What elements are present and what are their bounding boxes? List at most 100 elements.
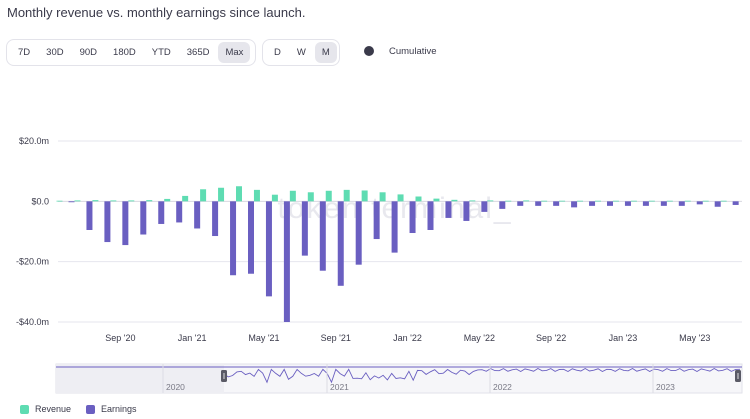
earnings-bar[interactable] (481, 201, 488, 212)
legend-item-revenue[interactable]: Revenue (20, 404, 71, 414)
revenue-bar[interactable] (110, 200, 117, 202)
earnings-bar[interactable] (248, 201, 254, 274)
earnings-bar[interactable] (391, 201, 398, 253)
range-button-max[interactable]: Max (218, 42, 251, 63)
earnings-bar[interactable] (678, 201, 685, 206)
revenue-bar[interactable] (56, 200, 63, 202)
earnings-bar[interactable] (499, 201, 506, 209)
revenue-bar[interactable] (253, 189, 260, 202)
revenue-bar[interactable] (218, 187, 225, 202)
revenue-bar[interactable] (433, 198, 440, 202)
cumulative-toggle[interactable] (364, 46, 380, 56)
revenue-bar[interactable] (271, 194, 278, 202)
earnings-bar[interactable] (104, 201, 111, 243)
earnings-bar[interactable] (373, 201, 380, 240)
revenue-bar[interactable] (325, 190, 332, 202)
x-tick-label: Jan '22 (393, 333, 422, 343)
earnings-bar[interactable] (337, 201, 344, 286)
revenue-bar[interactable] (236, 186, 242, 202)
revenue-bar[interactable] (559, 200, 566, 202)
revenue-bar[interactable] (397, 194, 404, 202)
revenue-bar[interactable] (702, 200, 709, 202)
navigator-year-label: 2021 (330, 382, 349, 392)
chart-title: Monthly revenue vs. monthly earnings sin… (7, 5, 306, 20)
earnings-bar[interactable] (409, 201, 416, 234)
toggle-knob-icon (364, 46, 374, 56)
range-button-90d[interactable]: 90D (79, 47, 98, 58)
earnings-bar[interactable] (624, 201, 631, 206)
earnings-bar[interactable] (230, 201, 237, 276)
earnings-bar[interactable] (732, 201, 739, 205)
revenue-bar[interactable] (469, 200, 476, 202)
legend-item-earnings[interactable]: Earnings (86, 404, 137, 414)
earnings-bar[interactable] (696, 201, 703, 205)
revenue-bar[interactable] (684, 200, 691, 202)
revenue-bar[interactable] (523, 200, 530, 202)
revenue-bar[interactable] (630, 200, 637, 202)
revenue-bar[interactable] (451, 199, 458, 202)
earnings-bar[interactable] (212, 201, 219, 237)
earnings-bar[interactable] (122, 201, 129, 246)
earnings-bar[interactable] (589, 201, 596, 206)
earnings-bar[interactable] (607, 201, 613, 206)
earnings-bar[interactable] (427, 201, 434, 230)
revenue-bar[interactable] (415, 196, 422, 202)
earnings-bar[interactable] (86, 201, 93, 230)
revenue-bar[interactable] (595, 200, 601, 202)
y-tick-label: $0.0 (31, 196, 49, 206)
range-button-7d[interactable]: 7D (18, 47, 31, 58)
revenue-bar[interactable] (648, 200, 655, 202)
revenue-bar[interactable] (200, 189, 207, 202)
earnings-bar[interactable] (660, 201, 667, 206)
revenue-bar[interactable] (577, 200, 584, 202)
earnings-bar[interactable] (176, 201, 183, 223)
earnings-bar[interactable] (714, 201, 721, 207)
revenue-bar[interactable] (666, 200, 673, 202)
revenue-bar[interactable] (379, 192, 386, 202)
revenue-bar[interactable] (612, 200, 619, 202)
range-button-30d[interactable]: 30D (46, 47, 64, 58)
earnings-bar[interactable] (642, 201, 649, 206)
earnings-bar[interactable] (301, 201, 308, 256)
earnings-bar[interactable] (283, 201, 290, 322)
earnings-bar[interactable] (445, 201, 452, 218)
revenue-bar[interactable] (343, 189, 350, 202)
earnings-bar[interactable] (140, 201, 147, 235)
earnings-bar[interactable] (553, 201, 560, 206)
navigator-series-line (223, 367, 741, 384)
interval-button-m[interactable]: M (314, 42, 337, 63)
legend-label-revenue: Revenue (35, 404, 72, 414)
revenue-bar[interactable] (505, 200, 512, 202)
x-tick-label: Sep '22 (536, 333, 566, 343)
range-button-365d[interactable]: 365D (186, 47, 210, 58)
revenue-bar[interactable] (541, 200, 548, 202)
range-button-ytd[interactable]: YTD (151, 47, 171, 58)
revenue-bar[interactable] (164, 198, 171, 202)
earnings-bar[interactable] (463, 201, 470, 221)
navigator-unselected-area (56, 364, 224, 393)
earnings-bar[interactable] (517, 201, 524, 206)
earnings-bar[interactable] (194, 201, 201, 229)
revenue-bar[interactable] (92, 200, 99, 202)
earnings-bar[interactable] (571, 201, 578, 208)
interval-button-d[interactable]: D (274, 47, 281, 58)
earnings-bar[interactable] (319, 201, 326, 271)
y-tick-label: -$40.0m (16, 317, 49, 327)
revenue-bar[interactable] (307, 192, 314, 202)
revenue-bar[interactable] (74, 200, 81, 202)
revenue-bar[interactable] (487, 200, 494, 202)
revenue-bar[interactable] (128, 200, 135, 202)
earnings-bar[interactable] (68, 201, 75, 203)
range-button-180d[interactable]: 180D (113, 47, 136, 58)
revenue-bar[interactable] (182, 195, 189, 202)
revenue-bar[interactable] (720, 200, 727, 202)
revenue-bar[interactable] (289, 190, 296, 202)
x-tick-label: Sep '20 (105, 333, 135, 343)
earnings-bar[interactable] (158, 201, 165, 224)
earnings-bar[interactable] (535, 201, 542, 206)
interval-button-w[interactable]: W (296, 47, 306, 58)
revenue-bar[interactable] (146, 200, 153, 202)
earnings-bar[interactable] (355, 201, 362, 265)
earnings-bar[interactable] (265, 201, 272, 297)
revenue-bar[interactable] (361, 190, 368, 202)
